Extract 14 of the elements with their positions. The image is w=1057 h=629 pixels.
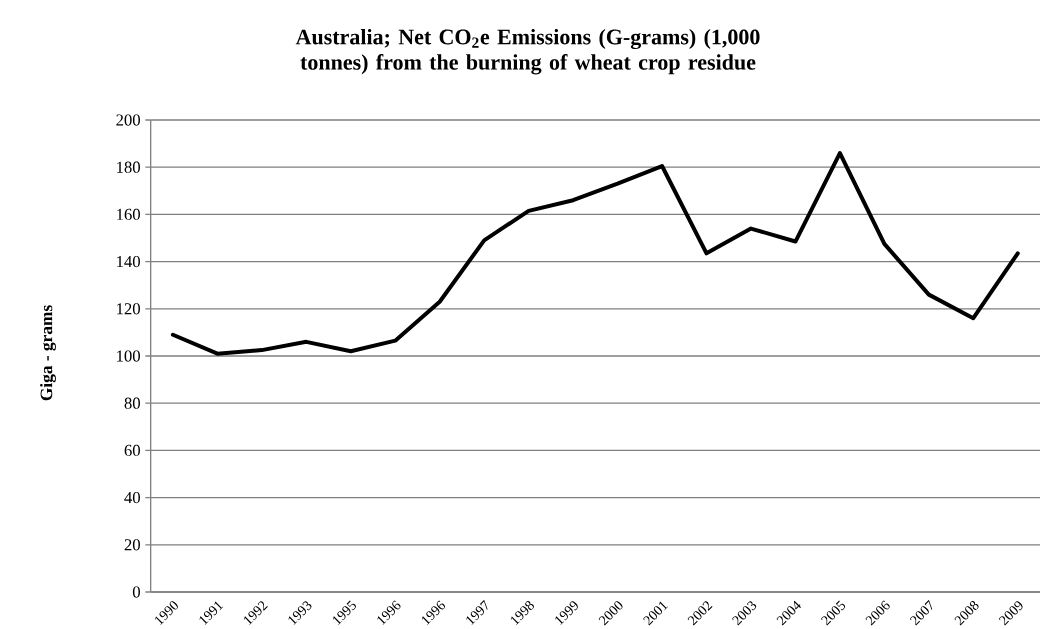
y-tick-label: 20 [124,539,140,551]
y-tick-label: 120 [117,303,140,315]
y-tick-label: 140 [117,255,140,268]
y-tick-label: 0 [132,586,140,598]
y-tick-label: 180 [117,161,140,173]
y-tick-label: 80 [124,397,140,409]
y-axis-title: Giga - grams [40,305,56,401]
line-series [170,151,1020,356]
y-tick-label: 40 [124,491,140,504]
y-tick-label: 160 [117,208,140,221]
y-tick-label: 60 [124,444,140,457]
chart-title: Australia; Net CO$_{2}$e Emissions (G-grams) (1,000 tonnes) from the burning of wheat crop residue [295,28,760,75]
y-tick-label: 100 [117,350,140,362]
y-tick-label: 200 [116,114,140,126]
